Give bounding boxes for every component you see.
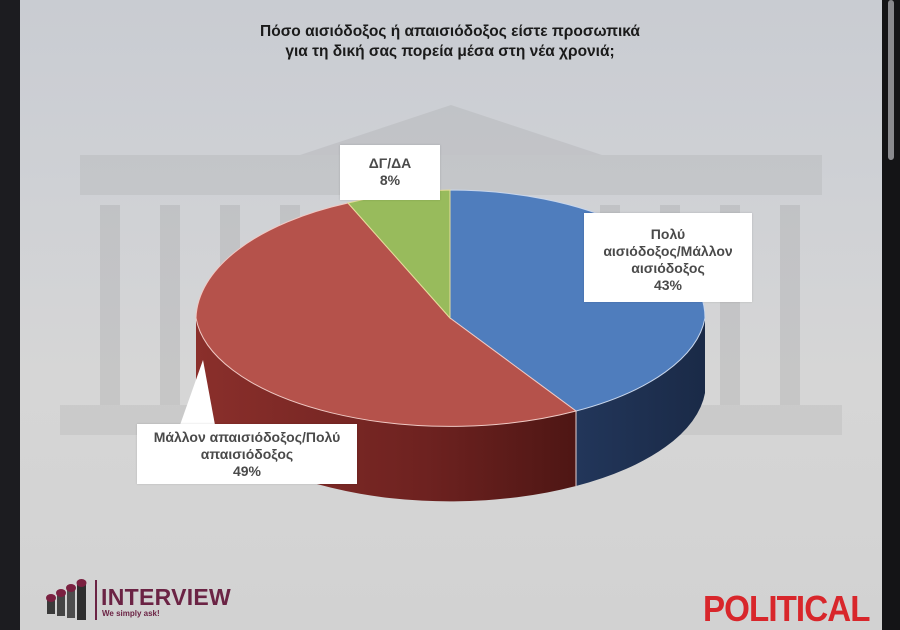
label-dk: ΔΓ/ΔΑ 8% [340,145,440,200]
label-dk-text: ΔΓ/ΔΑ [368,155,412,171]
title-line-2: για τη δική σας πορεία μέσα στη νέα χρον… [285,43,615,60]
label-optimistic-line2: αισιόδοξος/Μάλλον [603,243,733,259]
label-optimistic-value: 43% [653,277,683,293]
interview-divider [95,580,97,620]
label-optimistic: Πολύ αισιόδοξος/Μάλλον αισιόδοξος 43% [584,213,752,302]
political-logo: POLITICAL [703,588,870,629]
interview-logo: INTERVIEW We simply ask! [45,578,245,623]
label-dk-value: 8% [379,172,401,188]
label-pessimistic-value: 49% [232,463,262,479]
chart-title: Πόσο αισιόδοξος ή απαισιόδοξος είστε προ… [0,22,900,62]
interview-name: INTERVIEW [101,584,232,610]
label-optimistic-line3: αισιόδοξος [631,260,705,276]
interview-bars-icon [46,579,87,620]
label-pessimistic-line2: απαισιόδοξος [200,446,294,462]
scrollbar-thumb[interactable] [888,0,894,160]
label-pessimistic-line1: Μάλλον απαισιόδοξος/Πολύ [153,429,341,445]
pie-slice-pessimistic[interactable] [195,202,578,427]
interview-tagline: We simply ask! [102,609,160,618]
label-optimistic-line1: Πολύ [650,226,686,242]
pie-side-optimistic [576,318,705,486]
pessimistic-label-pointer [180,360,215,425]
scrollbar-track[interactable] [882,0,900,630]
title-line-1: Πόσο αισιόδοξος ή απαισιόδοξος είστε προ… [260,23,640,40]
label-pessimistic: Μάλλον απαισιόδοξος/Πολύ απαισιόδοξος 49… [137,424,357,484]
